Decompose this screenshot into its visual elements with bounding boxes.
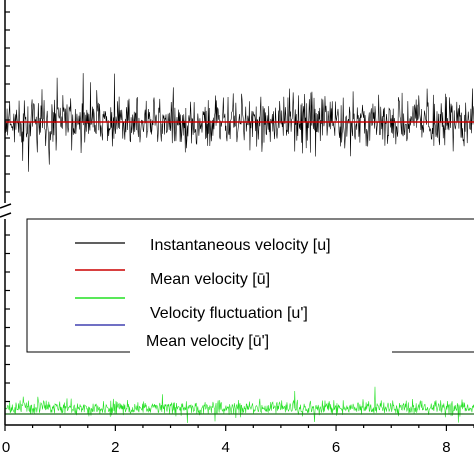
series-velocity-fluctuation	[4, 386, 474, 424]
series-instantaneous-velocity	[4, 73, 474, 172]
x-tick-label: 2	[111, 439, 119, 456]
legend-label-fluctuation: Velocity fluctuation [u']	[150, 305, 308, 322]
legend-label-mean: Mean velocity [ū]	[150, 271, 270, 288]
x-axis: 0 2 4 6 8	[2, 424, 474, 456]
x-tick-label: 0	[2, 439, 10, 456]
x-tick-label: 6	[332, 439, 340, 456]
axis-break-mark-2	[0, 212, 12, 218]
x-tick-label: 4	[222, 439, 230, 456]
x-tick-label: 8	[442, 439, 450, 456]
legend: Instantaneous velocity [u] Mean velocity…	[26, 218, 474, 356]
legend-box-mask	[130, 340, 392, 356]
legend-label-instantaneous: Instantaneous velocity [u]	[150, 237, 331, 254]
axis-break-mark-1	[0, 203, 12, 209]
bottom-panel	[4, 386, 474, 424]
top-panel	[4, 73, 474, 172]
y-axis-ticks	[5, 11, 10, 403]
legend-label-mean-fluctuation: Mean velocity [ū']	[146, 333, 269, 350]
x-axis-ticks: 0 2 4 6 8	[2, 425, 474, 456]
y-axis	[0, 0, 12, 425]
